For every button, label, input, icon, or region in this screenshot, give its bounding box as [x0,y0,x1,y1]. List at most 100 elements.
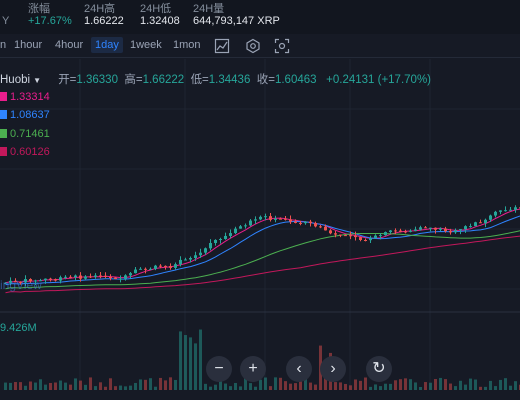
volume-bar [464,384,467,390]
candle-body [424,227,427,229]
volume-bar [74,378,77,390]
candle-body [494,211,497,216]
time-axis [0,392,520,400]
candle-body [239,226,242,229]
candle-body [439,228,442,230]
volume-bar [99,382,102,390]
candle-body [334,233,337,235]
volume-bar [199,329,202,390]
volume-bar [24,385,27,390]
volume-bar [264,377,267,390]
exchange-source[interactable]: Huobi [0,74,31,86]
candle-body [84,276,87,279]
volume-label: 24H量 [193,3,225,15]
volume-bar [314,384,317,390]
change-label: 涨幅 [28,3,50,15]
low-label: 24H低 [140,3,172,15]
pair-fragment: Y [2,15,10,27]
candle-body [429,227,432,229]
interval-1mon[interactable]: 1mon [173,39,201,51]
volume-bar [29,381,32,390]
interval-4hour[interactable]: 4hour [55,39,84,51]
candle-body [449,231,452,233]
candle-body [114,277,117,280]
reset-view-button[interactable]: ↻ [366,356,392,382]
volume-bar [399,379,402,390]
screenshot-icon[interactable] [274,38,290,54]
candle-body [399,230,402,232]
scroll-left-button[interactable]: ‹ [286,356,312,382]
volume-bar [4,382,7,390]
volume-bar [184,335,187,390]
candle-body [454,230,457,233]
volume-bar [44,384,47,390]
candle-body [79,275,82,279]
candle-body [474,222,477,227]
candle-body [249,220,252,226]
volume-bar [244,377,247,390]
candle-body [244,225,247,227]
volume-bar [134,382,137,390]
volume-bar [139,379,142,390]
ma-swatch [0,110,7,119]
candle-body [484,219,487,224]
volume-bar [299,380,302,390]
volume-bar [359,380,362,390]
volume-bar [304,377,307,390]
candle-body [109,277,112,279]
ma-line [5,235,520,294]
volume-bar [409,379,412,390]
change-value: +17.67% [28,15,72,27]
volume-bar [444,379,447,390]
volume-bar [394,380,397,390]
scroll-right-button[interactable]: › [320,356,346,382]
volume-bar [389,383,392,390]
volume-bar [169,377,172,390]
volume-bar [129,385,132,390]
candle-body [39,280,42,282]
volume-bar [364,377,367,390]
volume-label: 9.426M [0,322,37,334]
volume-bar [189,337,192,390]
candle-body [444,228,447,232]
ma-line [5,215,520,286]
candle-body [184,259,187,261]
interval-partial[interactable]: n [0,39,7,51]
settings-icon[interactable] [245,38,261,54]
candles [4,205,520,287]
zoom-out-button[interactable]: − [206,356,232,382]
volume-bar [484,386,487,390]
tradingview-watermark: ingView [0,278,42,292]
volume-bar [14,382,17,390]
candle-body [324,226,327,231]
volume-bar [54,382,57,390]
candle-body [119,278,122,280]
volume-bar [424,382,427,390]
interval-1hour[interactable]: 1hour [14,39,43,51]
ma-swatch [0,147,7,156]
volume-bar [274,377,277,390]
candle-body [469,226,472,228]
ma-value: 0.60126 [10,146,50,158]
interval-1week[interactable]: 1week [130,39,162,51]
candle-body [139,268,142,270]
zoom-in-button[interactable]: + [240,356,266,382]
candlestick-chart[interactable] [0,59,520,400]
source-dropdown-icon[interactable]: ▼ [33,76,41,85]
candle-body [94,275,97,277]
volume-bar [84,384,87,390]
ma-legend-1: 1.33314 [0,91,50,103]
candle-body [169,266,172,268]
volume-bar [124,386,127,390]
indicator-icon[interactable] [214,38,230,54]
volume-bar [89,377,92,390]
candle-body [394,230,397,232]
candle-body [129,273,132,276]
volume-bar [494,386,497,390]
candle-body [414,229,417,231]
candle-body [74,275,77,278]
volume-bar [514,381,517,390]
volume-bar [294,383,297,390]
interval-1day[interactable]: 1day [91,37,123,53]
volume-bar [239,386,242,390]
